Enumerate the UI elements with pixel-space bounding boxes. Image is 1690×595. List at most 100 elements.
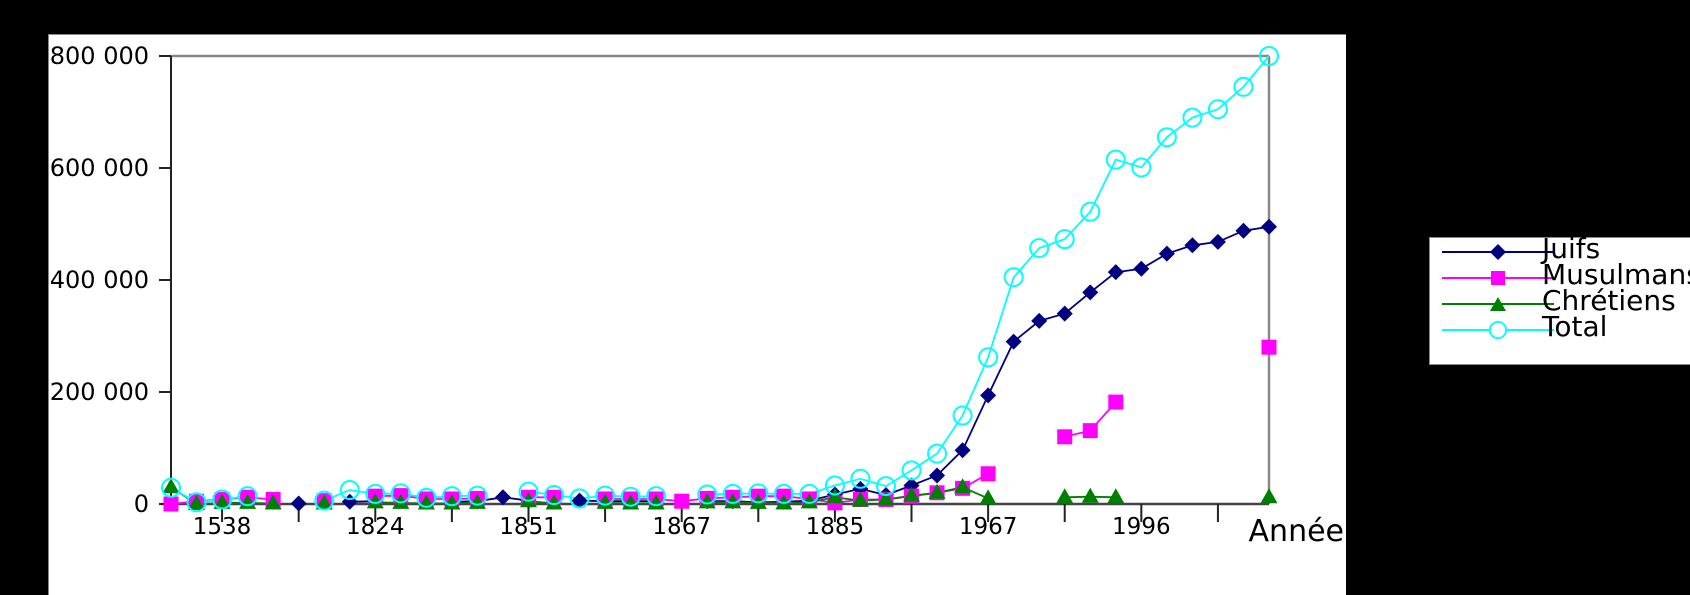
y-tick-label: 800 000 (50, 42, 149, 70)
open-circle-marker (1105, 149, 1126, 170)
series-line (451, 496, 529, 503)
square-marker (1261, 339, 1277, 355)
triangle-marker (1056, 488, 1074, 504)
legend-label: Musulmans (1542, 258, 1690, 291)
diamond-marker (494, 489, 511, 506)
legend-item-total: Total (1430, 312, 1690, 344)
open-circle-marker (416, 487, 437, 508)
triangle-marker (443, 494, 461, 510)
line-chart: 0 200 000 400 000 600 000 800 000 1538 1824 185… (50, 42, 1344, 549)
open-circle-marker (952, 405, 973, 426)
legend-item-chretiens: Chrétiens (1430, 286, 1690, 318)
triangle-marker (954, 478, 972, 494)
x-tick-label: 1885 (806, 514, 865, 540)
open-circle-marker (1029, 238, 1050, 259)
triangle-marker (724, 493, 742, 509)
legend-item-juifs: Juifs (1430, 234, 1690, 266)
open-circle-marker-icon (1488, 320, 1508, 340)
open-circle-marker (569, 488, 590, 509)
triangle-marker (1081, 487, 1099, 503)
open-circle-marker (161, 477, 181, 498)
triangle-marker (1107, 488, 1125, 504)
open-circle-marker (1003, 267, 1024, 288)
legend-item-musulmans: Musulmans (1430, 260, 1690, 292)
open-circle-marker (748, 483, 769, 504)
open-circle-marker (620, 486, 641, 507)
diamond-marker (1056, 305, 1073, 322)
square-marker (980, 466, 996, 482)
legend-label: Chrétiens (1542, 284, 1676, 317)
open-circle-marker (365, 483, 386, 504)
open-circle-marker (595, 485, 616, 506)
legend-label: Juifs (1542, 232, 1601, 265)
x-tick-label: 1867 (652, 514, 711, 540)
diamond-marker (1261, 218, 1277, 235)
open-circle-marker (1131, 157, 1152, 178)
triangle-marker (877, 490, 895, 506)
square-marker (1082, 423, 1098, 439)
diamond-marker (1082, 284, 1099, 301)
triangle-marker (545, 494, 563, 510)
triangle-marker (928, 483, 946, 499)
open-circle-marker (901, 460, 922, 481)
open-circle-marker (850, 468, 871, 489)
open-circle-marker (646, 486, 667, 507)
open-circle-marker (722, 483, 743, 504)
triangle-marker (903, 486, 921, 502)
triangle-marker (162, 478, 180, 494)
diamond-marker (290, 495, 307, 512)
open-circle-marker (467, 485, 488, 506)
x-tick-label: 1851 (499, 514, 558, 540)
open-circle-marker (1259, 46, 1279, 66)
y-tick-label: 400 000 (50, 266, 149, 294)
triangle-marker-icon (1490, 297, 1506, 311)
square-marker-icon (1491, 271, 1505, 285)
triangle-marker (366, 493, 384, 509)
series-line (579, 499, 657, 503)
x-tick-label: 1824 (346, 514, 405, 540)
x-tick-label: 1967 (959, 514, 1018, 540)
diamond-marker (954, 442, 971, 459)
open-circle-marker (390, 483, 411, 504)
open-circle-marker (927, 443, 948, 464)
diamond-marker (1209, 233, 1226, 250)
open-circle-marker (1080, 201, 1101, 222)
open-circle-marker (1233, 76, 1254, 97)
open-circle-marker (875, 476, 896, 497)
diamond-marker (929, 467, 946, 484)
triangle-marker (468, 493, 486, 509)
series-line (707, 225, 1270, 504)
x-axis-title: Année (1249, 514, 1344, 549)
diamond-marker (1107, 264, 1124, 281)
chart-legend: Juifs Musulmans Chrétiens Total (1429, 234, 1690, 365)
open-circle-marker (186, 492, 207, 513)
triangle-marker (979, 489, 997, 505)
open-circle-marker (1182, 107, 1203, 128)
open-circle-marker (518, 481, 539, 502)
open-circle-marker (799, 483, 820, 504)
y-tick-label: 200 000 (50, 378, 149, 406)
x-tick-label: 1538 (193, 514, 252, 540)
square-marker (1057, 429, 1073, 445)
y-tick-label: 600 000 (50, 154, 149, 182)
diamond-marker (1133, 260, 1150, 277)
triangle-marker (188, 495, 206, 510)
diamond-marker (571, 492, 588, 509)
open-circle-marker (441, 486, 462, 507)
diamond-marker (1158, 245, 1175, 262)
triangle-marker (826, 488, 844, 504)
open-circle-marker (697, 484, 718, 505)
open-circle-marker (824, 475, 845, 496)
triangle-marker (1260, 488, 1278, 504)
open-circle-marker (314, 490, 335, 511)
open-circle-marker (773, 483, 794, 504)
diamond-marker (1031, 312, 1048, 329)
triangle-marker (596, 493, 614, 509)
open-circle-marker (544, 485, 565, 506)
diamond-marker (1235, 222, 1252, 239)
diamond-marker (1184, 237, 1201, 254)
triangle-marker (851, 491, 869, 507)
series-line (170, 487, 248, 504)
triangle-marker (213, 493, 231, 509)
open-circle-marker (1207, 99, 1228, 120)
